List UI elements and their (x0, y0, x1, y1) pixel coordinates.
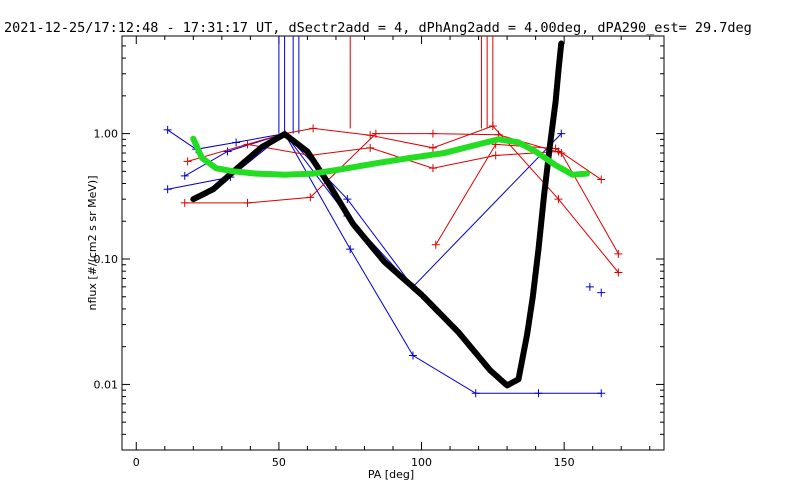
data-point (491, 151, 500, 160)
series-blue (585, 282, 606, 297)
data-point (554, 195, 563, 204)
data-point (180, 198, 189, 207)
data-point (614, 268, 623, 277)
data-point (223, 147, 232, 156)
data-point (408, 351, 417, 360)
data-point (471, 389, 480, 398)
series-line (167, 132, 562, 288)
y-axis: 0.01 0.10 1.00 (94, 35, 664, 451)
y-tick-label: 0.10 (94, 253, 119, 266)
series-green (190, 135, 590, 178)
data-point (163, 125, 172, 134)
x-tick-label: 150 (554, 456, 575, 469)
data-point (597, 288, 606, 297)
y-tick-label: 0.01 (94, 378, 119, 391)
series-black (190, 39, 565, 389)
data-point (180, 171, 189, 180)
data-point (366, 131, 375, 140)
data-point (557, 129, 566, 138)
data-point (534, 389, 543, 398)
curve-black (190, 39, 565, 389)
y-tick-label: 1.00 (94, 128, 119, 141)
series-layer (163, 39, 623, 398)
data-point (597, 389, 606, 398)
data-point (163, 185, 172, 194)
data-point (428, 143, 437, 152)
x-axis: 0 50 100 150 (133, 36, 651, 469)
vertical-markers (278, 36, 494, 134)
x-tick-label: 100 (411, 456, 432, 469)
data-point (183, 157, 192, 166)
data-point (585, 282, 594, 291)
data-point (243, 198, 252, 207)
data-point (243, 140, 252, 149)
data-point (309, 124, 318, 133)
series-line (184, 133, 414, 288)
data-point (428, 129, 437, 138)
series-blue (163, 125, 606, 398)
plot-frame (121, 35, 665, 451)
x-tick-label: 50 (272, 456, 286, 469)
data-point (366, 143, 375, 152)
data-point (343, 195, 352, 204)
series-red (431, 140, 606, 249)
data-point (428, 164, 437, 173)
chart-title: 2021-12-25/17:12:48 - 17:31:17 UT, dSect… (4, 20, 752, 36)
data-point (306, 193, 315, 202)
data-point (597, 175, 606, 184)
data-point (488, 121, 497, 130)
curve-green (190, 135, 590, 178)
data-point (346, 245, 355, 254)
y-axis-label: nflux [#/(cm2 s sr MeV)] (86, 176, 99, 311)
data-point (431, 240, 440, 249)
x-axis-label: PA [deg] (368, 468, 414, 481)
x-tick-label: 0 (133, 456, 140, 469)
data-point (551, 144, 560, 153)
data-point (614, 249, 623, 258)
data-point (232, 138, 241, 147)
series-line (435, 143, 602, 245)
